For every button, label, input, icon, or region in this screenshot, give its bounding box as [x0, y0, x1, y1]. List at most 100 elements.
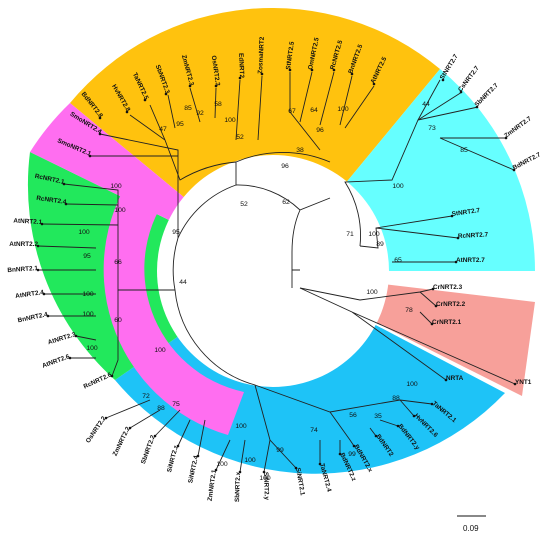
leaf-tip-dot: [214, 84, 218, 88]
leaf-label: SiNRT2.z: [166, 445, 180, 474]
leaf-tip-dot: [374, 434, 378, 438]
leaf-label: CsNRT2.7: [457, 65, 481, 94]
leaf-tip-dot: [512, 168, 516, 172]
bootstrap-value: 88: [392, 395, 400, 402]
bootstrap-value: 56: [349, 412, 357, 419]
bootstrap-value: 100: [82, 291, 94, 298]
leaf-tip-dot: [434, 304, 438, 308]
leaf-tip-dot: [430, 322, 434, 326]
bootstrap-value: 66: [114, 259, 122, 266]
magenta-inner-band: [103, 164, 245, 435]
leaf-label: AtNRT2.6: [41, 353, 71, 370]
leaf-tip-dot: [513, 382, 517, 386]
leaf-tip-dot: [164, 92, 168, 96]
leaf-tip-dot: [260, 72, 264, 76]
leaf-label: OsNRT2.2: [85, 415, 108, 445]
bootstrap-value: 92: [196, 110, 204, 117]
scale-bar: 0.09: [457, 515, 486, 533]
leaf-label: SbNRT2.x: [234, 471, 242, 502]
bootstrap-value: 64: [310, 107, 318, 114]
bootstrap-values: 100 89 65 71 62 96 52 95 44 100 100 78 44 73 85 100 52 38…: [78, 101, 468, 482]
leaf-label: SiNRT2.y: [262, 472, 270, 501]
bootstrap-value: 60: [114, 317, 122, 324]
leaf-tip-dot: [42, 292, 46, 296]
leaf-label: YNT1: [515, 379, 532, 386]
bootstrap-value: 100: [216, 461, 228, 468]
leaf-label: BnNRT2.1: [7, 265, 38, 274]
leaf-tip-dot: [64, 202, 68, 206]
leaf-tip-dot: [176, 444, 180, 448]
leaf-tip-dot: [412, 414, 416, 418]
leaf-label: SbNRT2.2: [140, 434, 157, 465]
scale-bar-label: 0.09: [463, 524, 479, 533]
leaf-label: CrNRT2.2: [436, 301, 466, 308]
leaf-tip-dot: [46, 314, 50, 318]
bootstrap-value: 38: [296, 147, 304, 154]
bootstrap-value: 62: [282, 199, 290, 206]
bootstrap-value: 100: [235, 423, 247, 430]
leaf-tip-dot: [450, 214, 454, 218]
bootstrap-value: 96: [281, 163, 289, 170]
leaf-label: CrNRT2.1: [432, 319, 462, 326]
leaf-tip-dot: [456, 236, 460, 240]
leaf-label: ZmNRT2.1: [207, 469, 218, 502]
leaf-tip-dot: [98, 132, 102, 136]
bootstrap-value: 75: [172, 401, 180, 408]
leaf-tip-dot: [153, 434, 157, 438]
leaf-label: ZmNRT2.7: [503, 115, 533, 140]
leaf-tip-dot: [74, 334, 78, 338]
leaf-label: NRTA: [446, 375, 464, 382]
leaf-label: ZmNRT2.2: [112, 425, 132, 457]
leaf-label: RcNRT2.4: [36, 195, 67, 206]
bootstrap-value: 100: [337, 106, 349, 113]
leaf-label: SiNRT2.4: [187, 455, 200, 484]
bootstrap-value: 100: [78, 229, 90, 236]
leaf-label: AtNRT2.2: [9, 241, 38, 248]
bootstrap-value: 99: [276, 447, 284, 454]
leaf-tip-dot: [475, 105, 479, 109]
leaf-tip-dot: [441, 78, 445, 82]
leaf-tip-dot: [40, 222, 44, 226]
leaf-label: StNRT2.5: [285, 41, 296, 71]
leaf-tip-dot: [214, 468, 218, 472]
clade-sector-green: [27, 152, 274, 380]
leaf-label: RcNRT2.6: [83, 371, 114, 390]
bootstrap-value: 35: [374, 413, 382, 420]
bootstrap-value: 100: [366, 289, 378, 296]
leaf-tip-dot: [310, 68, 314, 72]
leaf-tip-dot: [128, 426, 132, 430]
bootstrap-value: 44: [179, 279, 187, 286]
leaf-tip-dot: [504, 136, 508, 140]
bootstrap-value: 100: [406, 381, 418, 388]
bootstrap-value: 100: [368, 231, 380, 238]
leaf-tip-dot: [332, 68, 336, 72]
leaf-tip-dot: [98, 116, 102, 120]
leaf-label: BnNRT2.4: [17, 311, 49, 324]
leaf-tip-dot: [62, 182, 66, 186]
leaf-tip-markers: [36, 68, 517, 474]
tree-branches: [37, 71, 516, 473]
leaf-tip-dot: [338, 452, 342, 456]
leaf-tip-dot: [88, 154, 92, 158]
leaf-tip-dot: [68, 356, 72, 360]
leaf-label: AtNRT2.1: [13, 218, 43, 227]
bootstrap-value: 89: [376, 241, 384, 248]
bootstrap-value: 44: [422, 101, 430, 108]
bootstrap-value: 85: [184, 105, 192, 112]
bootstrap-value: 78: [405, 307, 413, 314]
leaf-tip-dot: [431, 287, 435, 291]
leaf-label: AtNRT2.3: [47, 331, 77, 346]
leaf-tip-dot: [318, 462, 322, 466]
leaf-tip-dot: [36, 244, 40, 248]
leaf-tip-dot: [238, 470, 242, 474]
bootstrap-value: 95: [176, 121, 184, 128]
leaf-label: StNRT2.7: [439, 53, 460, 81]
bootstrap-value: 100: [110, 183, 122, 190]
leaf-tip-dot: [143, 98, 147, 102]
leaf-label: EdNRT2: [237, 53, 245, 79]
bootstrap-value: 95: [172, 229, 180, 236]
leaf-label: AtNRT2.4: [15, 289, 45, 300]
leaf-tip-dot: [352, 444, 356, 448]
bootstrap-value: 100: [259, 475, 271, 482]
